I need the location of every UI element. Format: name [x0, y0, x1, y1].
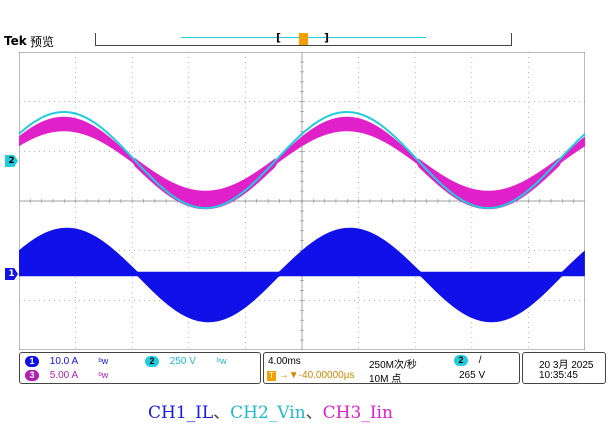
date: 20 3月 2025: [539, 360, 594, 371]
trigger-level: 265 V: [459, 370, 486, 381]
timebase-box[interactable]: 4.00ms 250M次/秒 2 / T →▼-40.00000µs 10M 点…: [263, 352, 520, 385]
acquisition-mode: 预览: [30, 35, 55, 49]
ch2-setting[interactable]: 2 250 V ᵇw: [145, 356, 227, 367]
top-bar: Tek 预览 [ ] T: [0, 0, 613, 64]
ch1-ground-marker[interactable]: 1: [5, 268, 18, 280]
trigger-source-badge: 2: [454, 355, 468, 366]
record-view-bar[interactable]: [ ]: [95, 31, 512, 46]
brand-logo: Tek: [4, 34, 27, 48]
horizontal-scale: 4.00ms: [268, 356, 301, 367]
ch3-scale: 5.00 A: [49, 370, 78, 381]
trigger-setting[interactable]: 2 /: [454, 355, 482, 366]
ch1-badge: 1: [25, 356, 39, 367]
channel-settings-box[interactable]: 1 10.0 A ᵇw 3 5.00 A ᵇw 2 250 V ᵇw: [19, 352, 261, 384]
view-bracket-left: [: [276, 31, 282, 44]
caption-ch3: CH3_Iin: [322, 403, 393, 423]
caption-ch1: CH1_IL: [148, 403, 214, 423]
caption-sep: 、: [305, 403, 323, 423]
ch2-scale: 250 V: [169, 356, 196, 367]
caption: CH1_IL、CH2_Vin、CH3_Iin: [148, 398, 393, 423]
ch2-badge: 2: [145, 356, 159, 367]
ch1-setting[interactable]: 1 10.0 A ᵇw: [25, 356, 108, 367]
waveforms: [19, 111, 585, 323]
trigger-position-icon: [299, 33, 308, 45]
ch3-setting[interactable]: 3 5.00 A ᵇw: [25, 370, 108, 381]
trigger-slope-icon: /: [478, 355, 482, 366]
status-bar: 1 10.0 A ᵇw 3 5.00 A ᵇw 2 250 V ᵇw 4.00m…: [19, 352, 606, 385]
datetime-box: 20 3月 2025 10:35:45: [522, 352, 606, 384]
trigger-position-icon: T: [267, 371, 276, 381]
sample-rate: 250M次/秒: [369, 360, 417, 371]
waveform-display[interactable]: [19, 52, 585, 350]
ch1-waveform: [19, 227, 585, 323]
trigger-position[interactable]: T →▼-40.00000µs: [267, 370, 354, 381]
ch2-waveform: [19, 111, 585, 209]
time: 10:35:45: [539, 370, 578, 381]
view-bracket-right: ]: [324, 31, 330, 44]
ch2-ground-marker[interactable]: 2: [5, 155, 18, 167]
caption-sep: 、: [213, 403, 231, 423]
ch1-scale: 10.0 A: [49, 356, 78, 367]
ch3-badge: 3: [25, 370, 39, 381]
bandwidth-limit-icon: ᵇw: [98, 356, 109, 366]
bandwidth-limit-icon: ᵇw: [98, 370, 109, 380]
record-length: 10M 点: [369, 374, 402, 385]
bandwidth-limit-icon: ᵇw: [216, 356, 227, 366]
caption-ch2: CH2_Vin: [230, 403, 306, 423]
